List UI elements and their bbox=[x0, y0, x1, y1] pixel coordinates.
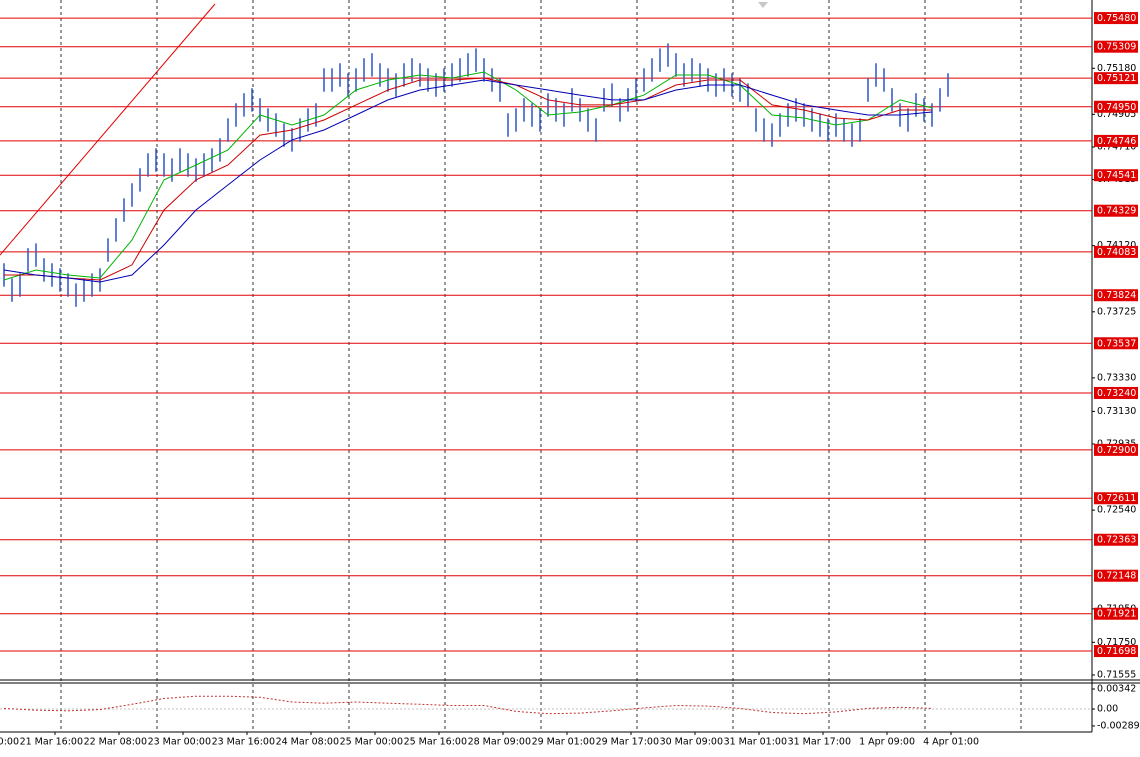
y-tick-label: 0.71750 bbox=[1097, 637, 1136, 648]
x-tick-label: 1 Apr 09:00 bbox=[859, 737, 915, 748]
level-label: 0.73240 bbox=[1097, 388, 1136, 399]
level-label: 0.72611 bbox=[1097, 493, 1136, 504]
x-tick-label: 21 Mar 16:00 bbox=[20, 737, 83, 748]
y-tick-label: 0.72540 bbox=[1097, 505, 1136, 516]
level-label-box bbox=[1094, 386, 1138, 399]
level-label-box bbox=[1094, 245, 1138, 258]
level-label: 0.75309 bbox=[1097, 42, 1136, 53]
y-tick-label: 0.71555 bbox=[1097, 669, 1136, 680]
y-tick-label: 0.73330 bbox=[1097, 372, 1136, 383]
x-tick-label: 30 Mar 09:00 bbox=[660, 737, 723, 748]
y-tick-label: 0.75180 bbox=[1097, 63, 1136, 74]
level-label: 0.74746 bbox=[1097, 136, 1136, 147]
moving-average bbox=[3, 71, 933, 281]
osc-y-tick-label: 0.00 bbox=[1097, 704, 1118, 715]
x-tick-label: 29 Mar 01:00 bbox=[532, 737, 595, 748]
x-tick-label: 23 Mar 16:00 bbox=[212, 737, 275, 748]
level-label-box bbox=[1094, 289, 1138, 302]
level-label-box bbox=[1094, 443, 1138, 456]
x-tick-label: 0:00 bbox=[0, 737, 19, 748]
level-label-box bbox=[1094, 72, 1138, 85]
level-label: 0.72900 bbox=[1097, 445, 1136, 456]
level-label-box bbox=[1094, 40, 1138, 53]
x-tick-label: 31 Mar 17:00 bbox=[788, 737, 851, 748]
shift-marker bbox=[758, 2, 768, 8]
oscillator-line bbox=[3, 695, 933, 715]
level-label-box bbox=[1094, 169, 1138, 182]
level-label: 0.73824 bbox=[1097, 290, 1136, 301]
x-tick-label: 29 Mar 17:00 bbox=[596, 737, 659, 748]
level-label: 0.75480 bbox=[1097, 13, 1136, 24]
y-tick-label: 0.74905 bbox=[1097, 109, 1136, 120]
x-tick-label: 28 Mar 09:00 bbox=[468, 737, 531, 748]
y-tick-label: 0.73130 bbox=[1097, 406, 1136, 417]
level-label: 0.71698 bbox=[1097, 646, 1136, 657]
level-label: 0.72363 bbox=[1097, 535, 1136, 546]
level-label-box bbox=[1094, 645, 1138, 658]
level-label-box bbox=[1094, 569, 1138, 582]
x-tick-label: 22 Mar 08:00 bbox=[84, 737, 147, 748]
level-label: 0.74541 bbox=[1097, 170, 1136, 181]
level-label-box bbox=[1094, 607, 1138, 620]
level-label-box bbox=[1094, 533, 1138, 546]
level-label: 0.74083 bbox=[1097, 247, 1136, 258]
x-tick-label: 23 Mar 00:00 bbox=[148, 737, 211, 748]
x-tick-label: 4 Apr 01:00 bbox=[923, 737, 979, 748]
level-label-box bbox=[1094, 12, 1138, 25]
x-tick-label: 24 Mar 08:00 bbox=[276, 737, 339, 748]
moving-average bbox=[3, 79, 933, 283]
osc-y-tick-label: 0.00342 bbox=[1097, 684, 1136, 695]
trend-line bbox=[0, 3, 216, 256]
x-tick-label: 25 Mar 00:00 bbox=[340, 737, 403, 748]
y-tick-label: 0.74120 bbox=[1097, 240, 1136, 251]
level-label: 0.74950 bbox=[1097, 102, 1136, 113]
y-tick-label: 0.74710 bbox=[1097, 141, 1136, 152]
level-label: 0.71921 bbox=[1097, 609, 1136, 620]
level-label-box bbox=[1094, 204, 1138, 217]
level-label-box bbox=[1094, 337, 1138, 350]
x-tick-label: 25 Mar 16:00 bbox=[404, 737, 467, 748]
y-tick-label: 0.73725 bbox=[1097, 306, 1136, 317]
level-label: 0.75121 bbox=[1097, 73, 1136, 84]
moving-average bbox=[4, 77, 932, 281]
x-tick-label: 31 Mar 01:00 bbox=[724, 737, 787, 748]
level-label-box bbox=[1094, 134, 1138, 147]
osc-y-tick-label: -0.002894 bbox=[1097, 720, 1140, 731]
level-label: 0.72148 bbox=[1097, 571, 1136, 582]
level-label: 0.73537 bbox=[1097, 338, 1136, 349]
level-label-box bbox=[1094, 100, 1138, 113]
level-label: 0.74329 bbox=[1097, 206, 1136, 217]
level-label-box bbox=[1094, 492, 1138, 505]
